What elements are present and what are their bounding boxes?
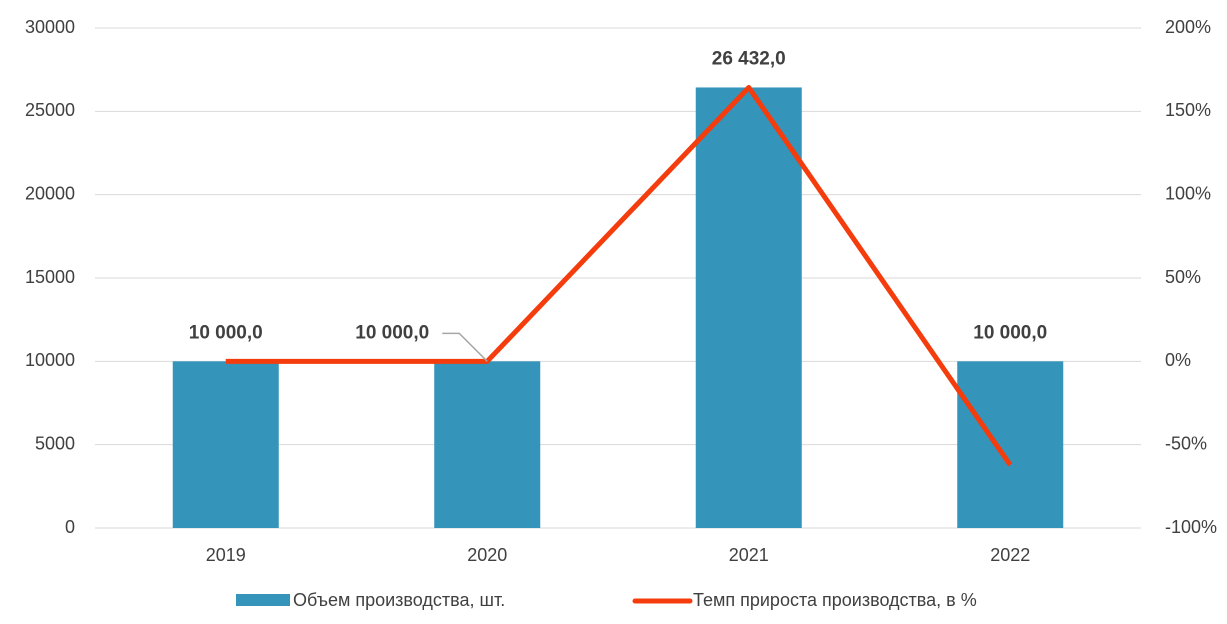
y2-tick-label: 50% <box>1165 267 1201 287</box>
bar <box>172 361 279 528</box>
y-tick-label: 25000 <box>25 100 75 120</box>
x-tick-label: 2022 <box>990 545 1030 565</box>
y-tick-label: 30000 <box>25 17 75 37</box>
y-tick-label: 5000 <box>35 433 75 453</box>
legend-label: Объем производства, шт. <box>293 590 505 610</box>
y-tick-label: 15000 <box>25 267 75 287</box>
y2-tick-label: -50% <box>1165 433 1207 453</box>
legend-label: Темп прироста производства, в % <box>693 590 977 610</box>
x-tick-label: 2020 <box>467 545 507 565</box>
y2-tick-label: 200% <box>1165 17 1211 37</box>
data-label: 26 432,0 <box>712 48 786 69</box>
y2-tick-label: -100% <box>1165 517 1217 537</box>
y-tick-label: 0 <box>65 517 75 537</box>
data-label: 10 000,0 <box>355 322 429 343</box>
bar <box>957 361 1064 528</box>
y2-tick-label: 100% <box>1165 183 1211 203</box>
y-tick-label: 20000 <box>25 183 75 203</box>
data-label: 10 000,0 <box>973 322 1047 343</box>
y-tick-label: 10000 <box>25 350 75 370</box>
leader-line <box>442 332 488 362</box>
y2-tick-label: 0% <box>1165 350 1191 370</box>
x-tick-label: 2019 <box>206 545 246 565</box>
line <box>225 84 1013 467</box>
data-label: 10 000,0 <box>189 322 263 343</box>
bar <box>434 361 541 528</box>
legend-swatch <box>236 594 290 606</box>
x-tick-label: 2021 <box>729 545 769 565</box>
bar <box>695 87 802 528</box>
y2-tick-label: 150% <box>1165 100 1211 120</box>
